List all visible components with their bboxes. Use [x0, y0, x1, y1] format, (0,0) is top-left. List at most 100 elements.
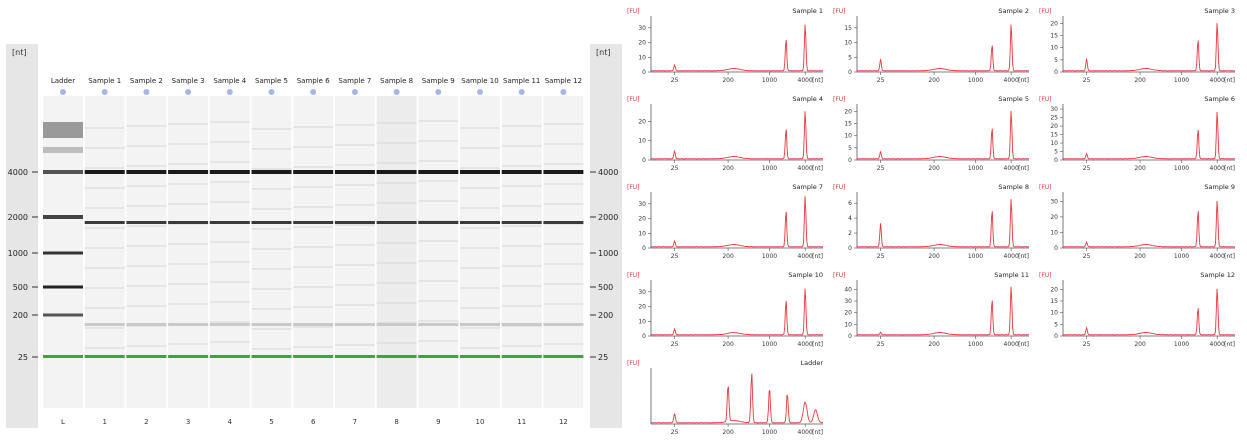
x-tick-label: 200 [928, 77, 940, 84]
trace-line [1062, 111, 1236, 160]
lane-background [126, 96, 167, 408]
band-18s [126, 221, 167, 224]
y-tick-label: 0 [848, 245, 852, 252]
chart-title: Sample 10 [788, 271, 823, 279]
x-tick-label: 200 [722, 341, 734, 348]
band-28s [251, 170, 292, 174]
y-unit-label: [FU] [833, 8, 846, 15]
lane-smear [168, 243, 209, 245]
y-tick-label: 15 [844, 25, 852, 32]
lane-smear [251, 188, 292, 190]
x-tick-label: 200 [928, 341, 940, 348]
y-unit-label: [FU] [1039, 8, 1052, 15]
electropherogram-svg: [FU] Sample 1 0 10 20 30 25 200 1000 4000 [nt] [627, 7, 824, 84]
y-tick-label: 30 [844, 298, 852, 305]
y-tick-label: 30 [1050, 198, 1058, 205]
marker-band [543, 355, 584, 358]
electropherogram-svg: [FU] Ladder 25 200 1000 4000 [nt] [627, 359, 823, 436]
left-unit-label: [nt] [12, 48, 26, 57]
lane-smear [460, 307, 500, 309]
lane-smear [460, 167, 500, 169]
lane-smear [418, 200, 459, 202]
lane-smear [84, 187, 125, 189]
lane-smear [126, 145, 167, 147]
lane-smear [251, 288, 292, 290]
lane-smear [334, 323, 375, 326]
lane-smear [126, 185, 167, 187]
lane-smear [293, 266, 334, 268]
lane-smear [168, 123, 209, 125]
x-tick-label: 25 [671, 429, 679, 436]
y-tick-label: 10 [1050, 310, 1058, 317]
lane-name: Sample 6 [297, 77, 330, 85]
x-tick-label: 4000 [1004, 341, 1019, 348]
gel-image-panel: [nt] [nt] Ladder L Sample 1 1 Sample 2 2 Sample … [6, 44, 622, 428]
electropherogram-sample-9: [FU] Sample 9 0 10 20 30 25 200 1000 4000 [nt] [1037, 180, 1243, 268]
electropherogram-sample-8: [FU] Sample 8 0 2 4 6 25 200 1000 4000 [nt] [831, 180, 1037, 268]
lane-smear [460, 267, 500, 269]
x-tick-label: 25 [1083, 341, 1091, 348]
lane-smear [501, 323, 542, 326]
ladder-band [43, 122, 83, 138]
chart-title: Sample 9 [1204, 183, 1235, 191]
x-tick-label: 200 [1134, 165, 1146, 172]
band-18s [376, 221, 417, 224]
x-tick-label: 25 [877, 77, 885, 84]
lane-dot [477, 89, 483, 95]
y-tick-label: 20 [844, 310, 852, 317]
y-tick-label: 20 [1050, 214, 1058, 221]
electropherogram-svg: [FU] Sample 9 0 10 20 30 25 200 1000 4000 [nt] [1039, 183, 1236, 260]
y-tick-label: 10 [1050, 45, 1058, 52]
chart-title: Sample 7 [792, 183, 823, 191]
y-tick-label: 30 [1050, 106, 1058, 113]
lane-dot [60, 89, 66, 95]
lane-dot [143, 89, 150, 95]
right-marker-label: 4000 [598, 168, 618, 177]
lane-smear [84, 323, 125, 326]
chart-title: Sample 5 [998, 95, 1029, 103]
electropherogram-svg: [FU] Sample 5 0 5 10 15 20 25 200 1000 4000 [nt] [833, 95, 1030, 172]
lane-id: L [61, 418, 65, 426]
lane-dot [310, 89, 317, 95]
lane-smear [126, 245, 167, 247]
band-18s [460, 221, 500, 224]
x-unit-label: [nt] [812, 77, 823, 84]
marker-band [209, 355, 250, 358]
lane-smear [460, 323, 500, 326]
chart-title: Sample 4 [792, 95, 823, 103]
y-tick-label: 15 [1050, 32, 1058, 39]
lane-smear [460, 287, 500, 289]
y-unit-label: [FU] [627, 184, 640, 191]
lane-smear [168, 323, 209, 326]
lane-background [543, 96, 584, 408]
lane-smear [251, 128, 292, 130]
marker-band [251, 355, 292, 358]
trace-line [650, 24, 824, 72]
lane-dot [393, 89, 400, 95]
y-unit-label: [FU] [833, 96, 846, 103]
left-marker-label: 200 [13, 311, 28, 320]
x-tick-label: 200 [928, 165, 940, 172]
lane-smear [334, 144, 375, 146]
x-tick-label: 4000 [798, 429, 813, 436]
electropherogram-sample-3: [FU] Sample 3 0 5 10 15 20 25 200 1000 4000 [nt] [1037, 4, 1243, 92]
lane-smear [84, 347, 125, 349]
lane-smear [168, 143, 209, 145]
lane-smear [84, 267, 125, 269]
lane-smear [543, 283, 584, 285]
y-tick-label: 10 [1050, 140, 1058, 147]
right-unit-label: [nt] [596, 48, 610, 57]
y-tick-label: 25 [1050, 115, 1058, 122]
lane-smear [501, 205, 542, 207]
x-unit-label: [nt] [1018, 253, 1029, 260]
x-unit-label: [nt] [812, 253, 823, 260]
band-28s [460, 170, 500, 174]
lane-smear [209, 323, 250, 326]
lane-name: Sample 2 [130, 77, 163, 85]
x-tick-label: 4000 [798, 341, 813, 348]
lane-smear [293, 306, 334, 308]
electropherogram-svg: [FU] Sample 7 0 10 20 30 25 200 1000 4000 [nt] [627, 183, 824, 260]
lane-smear [460, 187, 500, 189]
lane-background [460, 96, 500, 408]
y-tick-label: 10 [844, 321, 852, 328]
